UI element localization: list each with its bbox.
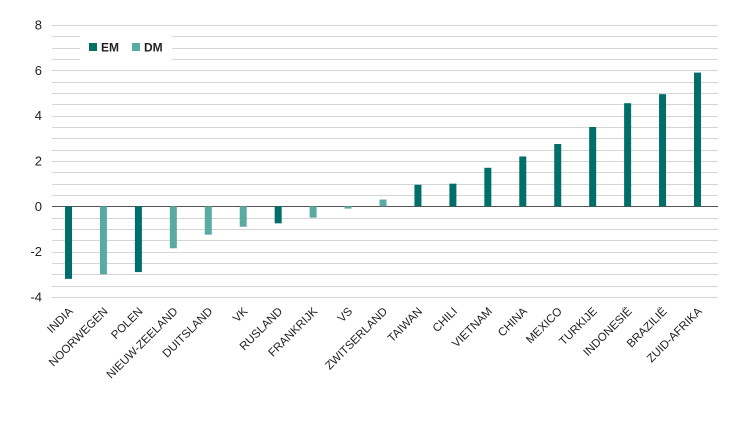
y-tick-label: -2 [30,244,42,259]
gridlines [52,25,718,298]
bar-china [519,156,527,207]
y-tick-label: 8 [35,18,42,33]
category-label: VS [336,305,356,325]
category-label: INDIA [45,305,75,335]
y-tick-label: -4 [30,290,42,305]
bar-vs [344,206,352,209]
category-label: ZWITSERLAND [323,306,390,373]
bar-mexico [554,144,562,207]
legend-label-dm: DM [144,41,163,55]
category-label: CHINA [496,305,530,339]
x-axis-category-labels: INDIANOORWEGENPOLENNIEUW-ZEELANDDUITSLAN… [45,305,704,381]
legend: EM DM [80,33,172,63]
category-label: CHILI [431,306,460,335]
bar-vk [239,206,247,227]
legend-label-em: EM [101,41,119,55]
bar-vietnam [484,167,492,207]
legend-swatch-dm [132,43,140,51]
category-label: VK [231,305,251,325]
bar-frankrijk [309,206,317,218]
bar-turkije [589,127,597,207]
bar-rusland [274,206,282,224]
bars [65,72,701,279]
bar-duitsland [204,206,212,235]
y-axis-tick-labels: 8 6 4 2 0 -2 -4 [30,18,42,305]
legend-swatch-em [89,43,97,51]
y-tick-label: 6 [35,63,42,78]
bar-chili [449,183,457,207]
bar-zwitserland [379,199,387,207]
bar-nieuw-zeeland [169,206,177,249]
bar-indonesië [624,103,632,207]
y-tick-label: 4 [35,108,42,123]
category-label: TAIWAN [386,306,425,345]
bar-noorwegen [99,206,107,275]
bar-brazilië [659,94,667,207]
bar-zuid-afrika [694,72,701,207]
y-tick-label: 2 [35,154,42,169]
bar-polen [134,206,142,273]
bar-india [65,206,72,279]
bar-taiwan [414,184,422,207]
y-tick-label: 0 [35,199,42,214]
